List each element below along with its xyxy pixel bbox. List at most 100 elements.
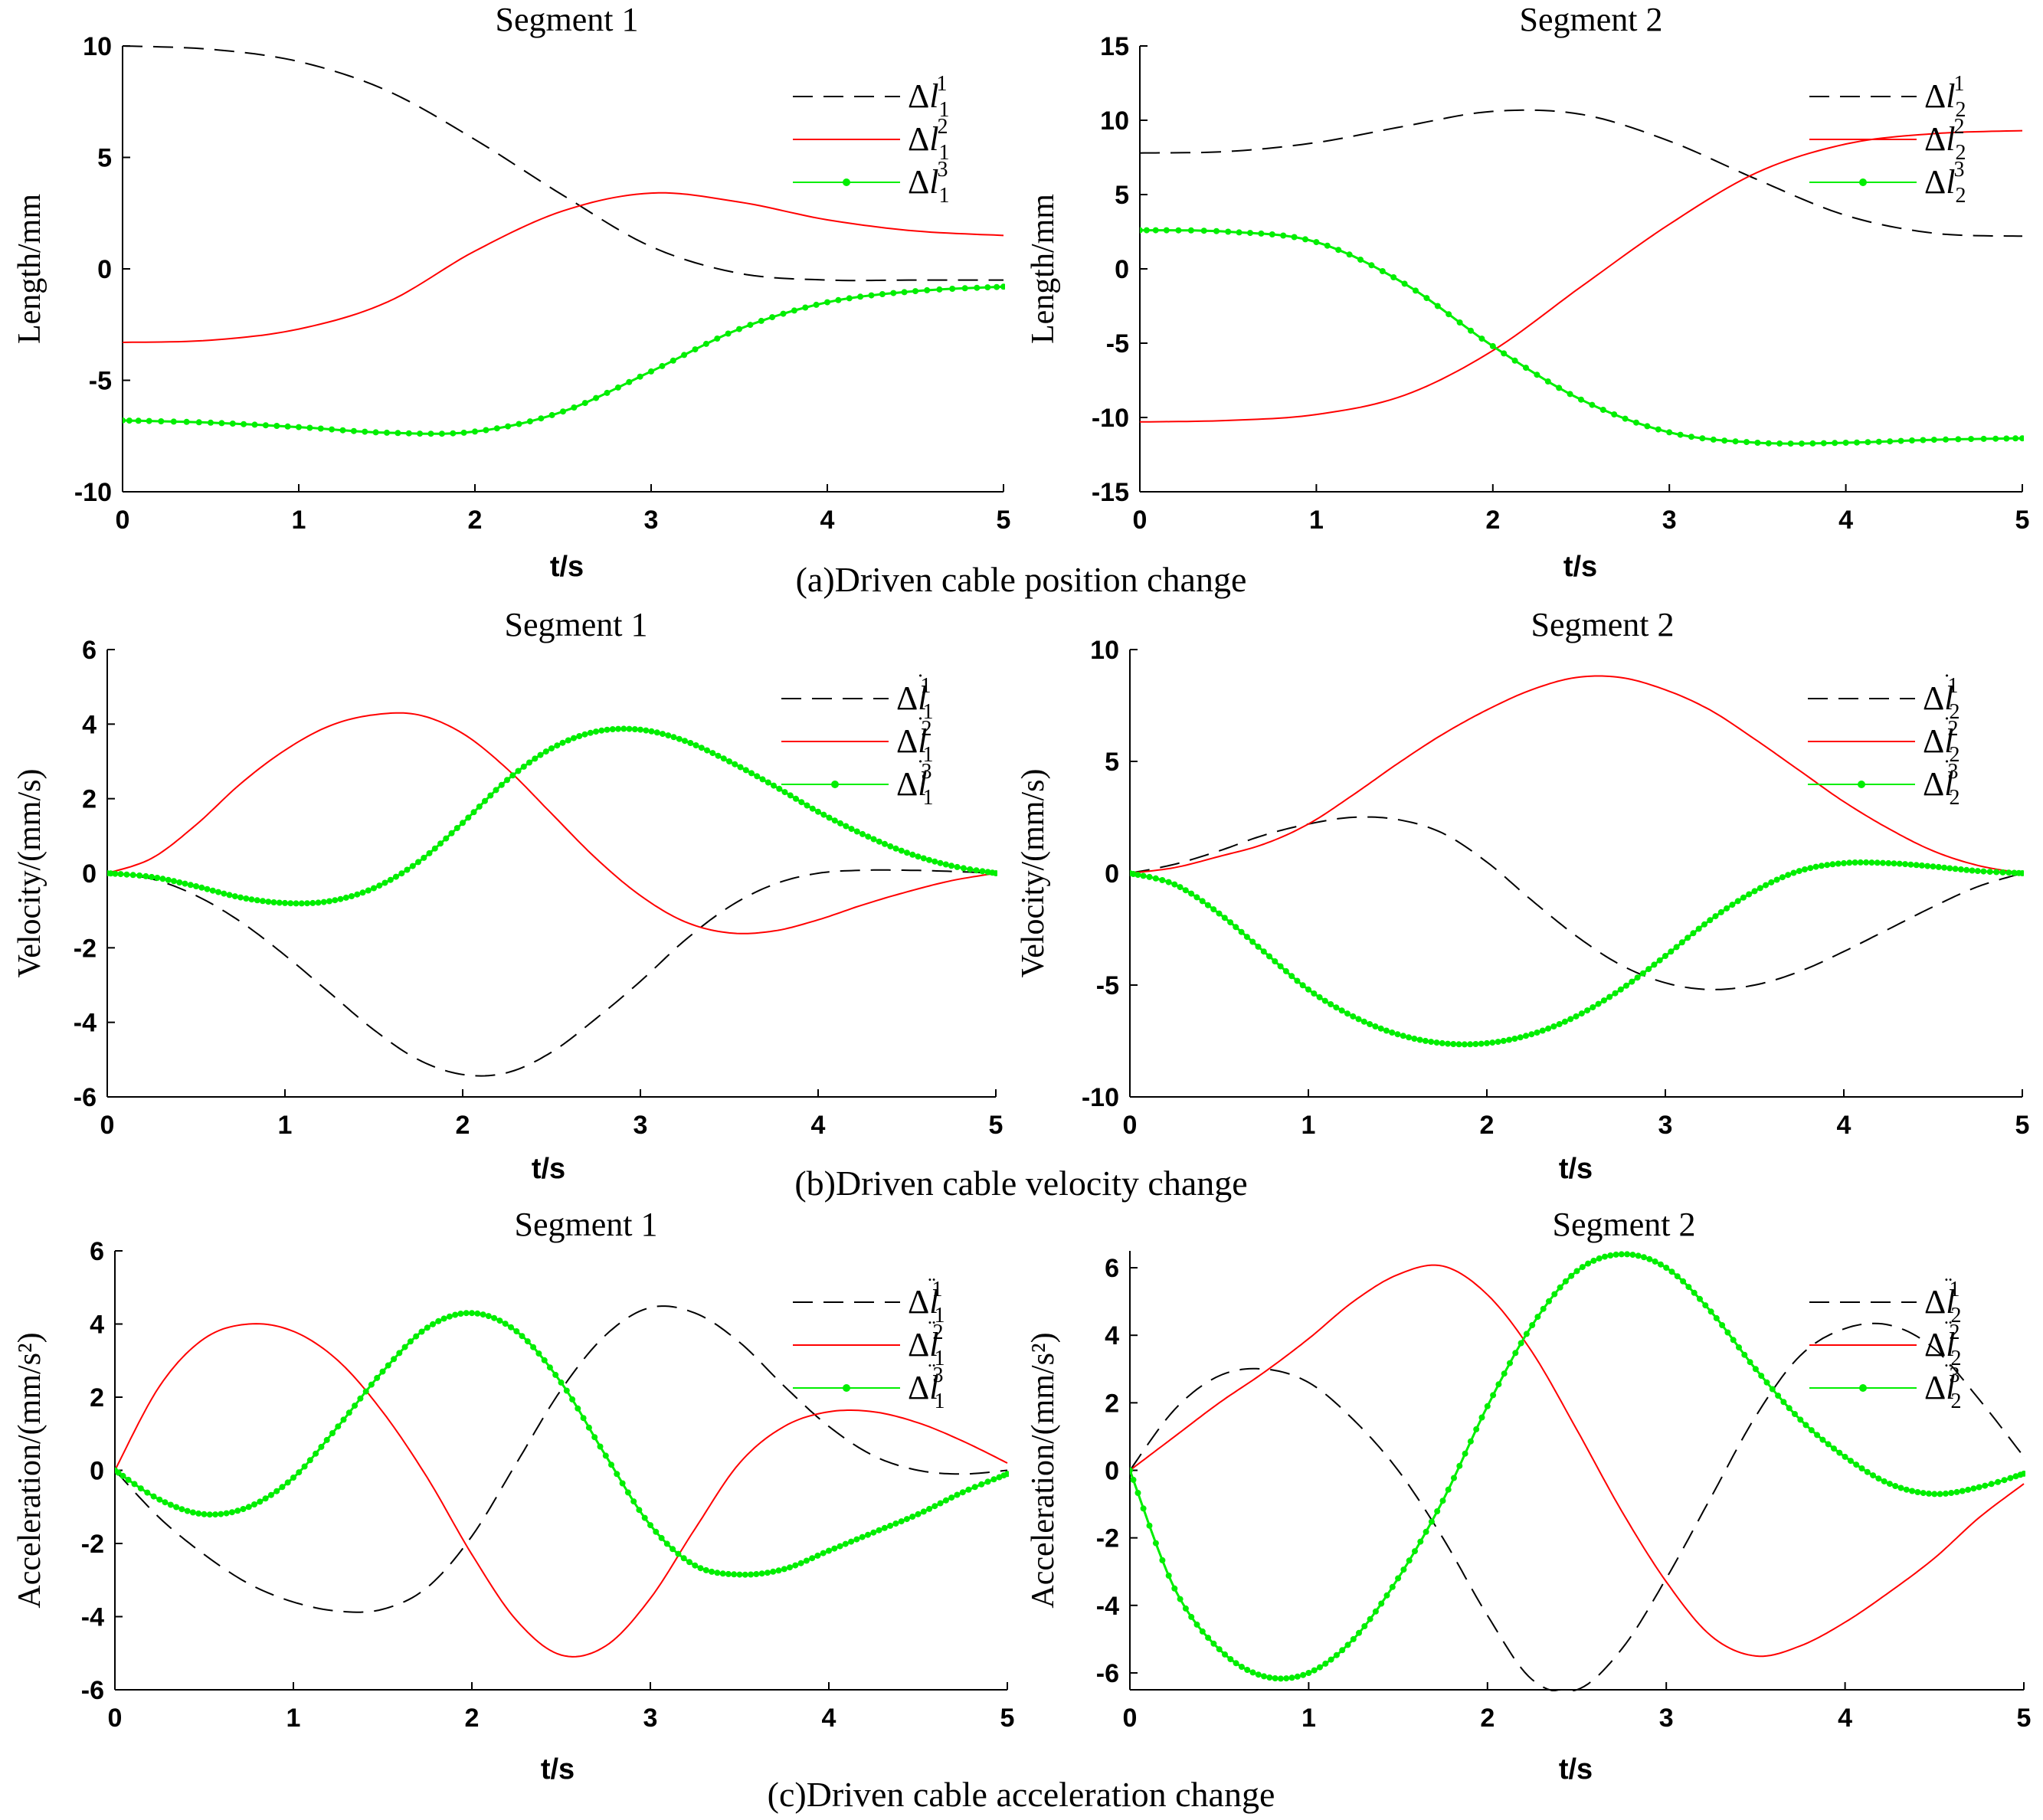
series-3-marker [221,890,228,897]
series-3-marker [465,814,472,821]
legend-marker [1858,781,1865,788]
series-3-marker [1812,863,1819,870]
series-3-marker [759,776,766,783]
series-3-marker [1612,990,1619,997]
series-3-marker [212,1511,219,1518]
series-3-marker [2003,435,2010,442]
series-3-marker [926,856,932,863]
series-3-marker [659,362,666,369]
series-3-marker [1941,864,1948,871]
x-tick-label: 2 [465,1704,480,1733]
series-3-marker [526,759,532,766]
x-tick-label: 5 [2015,1111,2030,1140]
x-tick-label: 1 [292,506,306,535]
series-3-marker [890,290,897,296]
legend-label-1: Δl¨ 21 [1924,1273,1962,1327]
series-3-marker [1550,1023,1557,1029]
panel-a2: Segment 2 0 1 2 3 4 5 -15 -10 -5 0 5 10 15 t/s Length/m… [1026,1,2029,583]
series-3-marker [1134,1490,1141,1496]
series-3-marker [1969,867,1976,874]
legend-marker [1859,1384,1867,1392]
series-3-marker [1634,974,1641,981]
series-3-marker [1808,1427,1815,1434]
series-3-marker [1673,944,1680,951]
series-3-marker [974,284,981,291]
series-3-marker [1333,1651,1340,1658]
series-3-marker [195,419,202,426]
series-3-marker [508,1324,514,1331]
series-3-marker [1277,963,1284,970]
series-3-marker [1988,1481,1995,1488]
series-3-marker [1455,1041,1462,1048]
series-3-marker [1611,411,1618,417]
series-3-marker [658,1534,665,1541]
series-3-marker [1957,866,1964,872]
series-3-marker [123,417,126,424]
series-3-marker [1210,1640,1217,1647]
series-3-marker [374,1374,381,1381]
series-3-marker [1534,1029,1540,1036]
legend-label-2: Δl22 [1924,115,1966,165]
series-3-marker [702,1566,709,1573]
series-line-3 [1130,1252,2025,1680]
series-3-marker [178,1506,185,1513]
series-3-marker [1368,262,1375,269]
series-3-marker [248,896,255,903]
series-3-marker [505,423,512,430]
panel-c1: Segment 1 0 1 2 3 4 5 -6 -4 -2 0 2 4 6 t/s Acceleration… [12,1206,1014,1786]
series-3-marker [909,851,916,858]
series-3-marker [1818,863,1825,869]
series-3-marker [865,1531,871,1538]
series-3-marker [548,411,555,418]
series-3-marker [123,871,130,878]
series-3-marker [619,1480,626,1487]
series-3-marker [676,735,683,742]
series-3-marker [417,430,424,437]
series-3-marker [1568,1272,1575,1279]
y-axis-label: Velocity/(mm/s) [1016,769,1051,978]
series-3-marker [1836,1449,1843,1456]
series-3-marker [485,1313,492,1320]
series-3-marker [1159,1556,1166,1563]
x-tick-label: 0 [1133,506,1148,535]
series-3-marker [350,427,357,434]
series-3-marker [1792,1411,1798,1417]
series-3-marker [687,740,694,746]
series-3-marker [1500,1037,1507,1044]
series-3-marker [791,307,797,314]
series-3-marker [1864,1468,1871,1475]
x-tick-label: 0 [1123,1111,1138,1140]
series-3-marker [961,285,968,292]
series-3-marker [482,797,488,804]
series-3-marker [1579,1264,1586,1271]
series-3-marker [443,835,450,842]
series-3-marker [167,1501,174,1508]
series-3-marker [452,1311,459,1318]
x-axis-label: t/s [532,1153,565,1185]
series-3-marker [229,421,236,427]
series-3-marker [1367,1615,1373,1622]
series-3-marker [931,858,938,865]
y-tick-label: -6 [81,1676,104,1705]
series-3-marker [1807,865,1814,872]
series-line-1 [123,45,1003,282]
series-3-marker [898,847,905,854]
x-axis-label: t/s [550,551,584,583]
series-3-marker [1146,1522,1153,1529]
series-3-marker [660,731,666,738]
series-3-marker [559,739,566,746]
series-3-marker [1629,978,1635,985]
series-3-marker [532,755,539,762]
series-3-marker [1328,1001,1334,1007]
series-3-marker [1677,431,1684,438]
series-3-marker [709,1568,715,1575]
series-3-marker [426,849,433,856]
y-axis-label: Length/mm [1026,194,1061,344]
series-3-marker [1551,1291,1558,1298]
series-3-marker [372,429,379,436]
series-3-marker [1272,1675,1279,1681]
series-3-marker [1495,1381,1502,1388]
series-3-marker [1875,1475,1882,1482]
series-3-marker [787,1564,793,1571]
